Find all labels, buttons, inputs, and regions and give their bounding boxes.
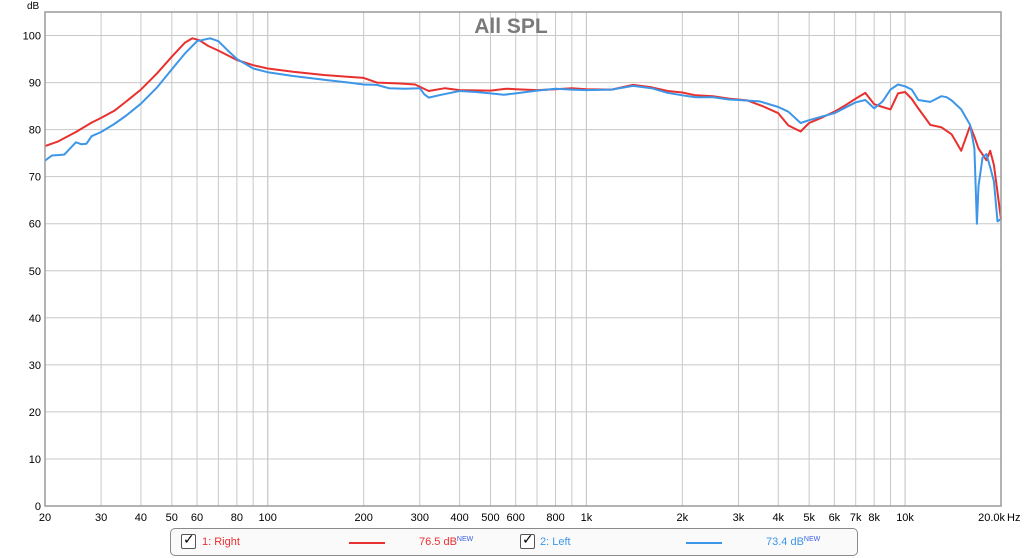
x-tick-label: 1k <box>581 512 593 524</box>
x-tick-label: 300 <box>411 512 429 524</box>
x-tick-label: 600 <box>507 512 525 524</box>
x-tick-label: 400 <box>450 512 468 524</box>
legend-swatch-right <box>349 542 385 544</box>
y-axis-ticks: 0 10 20 30 40 50 60 70 80 90 100 <box>23 31 41 513</box>
x-axis-unit: Hz <box>1007 512 1020 524</box>
x-tick-label: 100 <box>259 512 277 524</box>
x-axis-ticks: 20 30 40 50 60 80 100 200 300 400 500 600 800 1k 2k 3k 4… <box>39 512 1006 524</box>
spl-chart: 20 30 40 50 60 80 100 200 300 400 500 600 800 1k 2k 3k 4… <box>23 1 1021 524</box>
legend-swatch-left <box>686 542 722 544</box>
x-tick-label: 10k <box>896 512 914 524</box>
y-tick-label: 50 <box>29 266 41 278</box>
new-badge: NEW <box>803 536 821 543</box>
x-tick-label: 20 <box>39 512 51 524</box>
x-tick-label: 50 <box>166 512 178 524</box>
legend-checkbox-left[interactable]: ✓ <box>520 532 535 549</box>
legend-value-left: 73.4 dBNEW <box>766 536 821 548</box>
x-tick-label: 6k <box>829 512 841 524</box>
y-tick-label: 20 <box>29 407 41 419</box>
checkmark-icon: ✓ <box>522 532 534 548</box>
x-tick-label: 3k <box>733 512 745 524</box>
x-tick-label: 40 <box>135 512 147 524</box>
y-tick-label: 90 <box>29 78 41 90</box>
x-tick-label: 8k <box>868 512 880 524</box>
legend-value-right: 76.5 dBNEW <box>419 536 474 548</box>
y-tick-label: 10 <box>29 454 41 466</box>
x-tick-label: 500 <box>481 512 499 524</box>
legend-checkbox-right[interactable]: ✓ <box>181 532 196 549</box>
chart-title: All SPL <box>474 15 548 38</box>
series-line-left <box>44 37 1002 225</box>
chart-grid <box>44 12 1002 507</box>
y-tick-label: 100 <box>23 31 41 43</box>
legend-label-left: 2: Left <box>540 536 571 548</box>
y-tick-label: 80 <box>29 125 41 137</box>
y-axis-unit: dB <box>27 1 40 12</box>
x-tick-label: 5k <box>803 512 815 524</box>
y-tick-label: 0 <box>35 501 41 513</box>
x-tick-label: 7k <box>850 512 862 524</box>
plot-frame <box>44 11 1002 507</box>
new-badge: NEW <box>456 536 474 543</box>
x-tick-label: 20.0k <box>978 512 1005 524</box>
checkmark-icon: ✓ <box>183 532 195 548</box>
x-tick-label: 80 <box>231 512 243 524</box>
legend-entry-right[interactable]: ✓ 1: Right 76.5 dBNEW <box>171 529 514 555</box>
y-tick-label: 40 <box>29 313 41 325</box>
y-tick-label: 70 <box>29 172 41 184</box>
y-tick-label: 30 <box>29 360 41 372</box>
y-tick-label: 60 <box>29 219 41 231</box>
legend-label-right: 1: Right <box>202 536 240 548</box>
x-tick-label: 200 <box>354 512 372 524</box>
x-tick-label: 30 <box>95 512 107 524</box>
x-tick-label: 60 <box>191 512 203 524</box>
x-tick-label: 4k <box>772 512 784 524</box>
series-line-right <box>44 37 1002 220</box>
series-lines <box>44 37 1002 225</box>
legend-entry-left[interactable]: ✓ 2: Left 73.4 dBNEW <box>514 529 857 555</box>
x-tick-label: 800 <box>546 512 564 524</box>
legend: ✓ 1: Right 76.5 dBNEW ✓ 2: Left 73.4 dBN… <box>170 528 858 556</box>
x-tick-label: 2k <box>677 512 689 524</box>
